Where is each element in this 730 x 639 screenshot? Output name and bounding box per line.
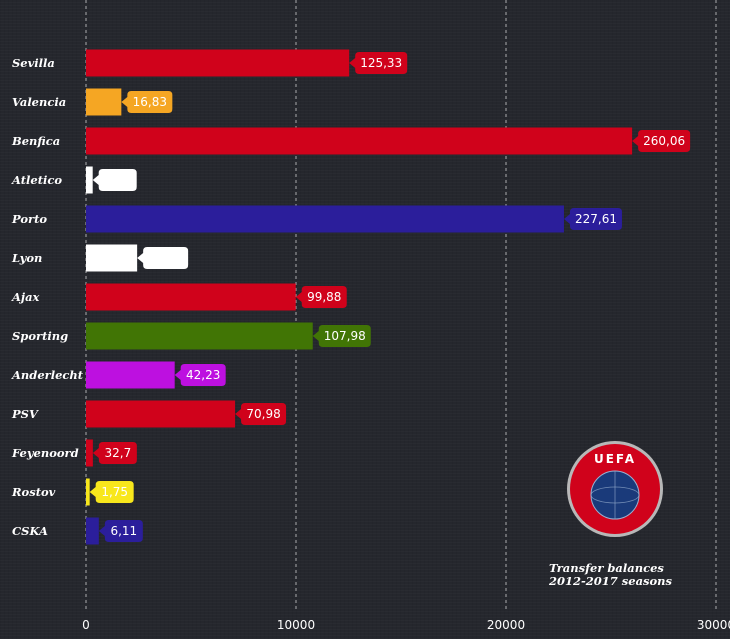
bar [86,127,633,155]
category-label: Anderlecht [11,368,84,382]
value-label: 16,83 [133,95,167,109]
value-label-box [98,520,143,542]
bar [86,244,138,272]
value-label: 107,98 [324,329,366,343]
value-label: 227,61 [575,212,617,226]
caption-line-1: Transfer balances [549,561,664,575]
category-label: Porto [11,212,47,226]
value-label: 32,7 [105,446,132,460]
category-label: Valencia [12,95,66,109]
value-label-box [312,325,371,347]
caption-line-2: 2012-2017 seasons [548,574,673,588]
value-label: 99,88 [307,290,341,304]
bar [86,166,93,194]
bar [86,205,564,233]
value-label-box [349,52,408,74]
bar [86,49,350,77]
bar [86,361,175,389]
value-label: 260,06 [643,134,685,148]
x-tick-label: 20000 [487,618,525,632]
category-label: CSKA [12,524,48,538]
value-label-box [295,286,347,308]
value-label-box [121,91,173,113]
value-label: 3,19 [104,173,131,187]
value-label-box [92,169,137,191]
category-label: Rostov [11,485,56,499]
value-label-box [563,208,622,230]
x-tick-label: 30000 [697,618,730,632]
value-label: 42,23 [186,368,220,382]
value-label-box [92,442,137,464]
bar [86,283,296,311]
value-label: 6,11 [110,524,137,538]
value-label-box [137,247,189,269]
value-label: 24,35 [148,251,182,265]
category-label: Ajax [11,290,40,304]
bar [86,88,122,116]
value-label-box [89,481,134,503]
value-label-box [632,130,691,152]
bar [86,478,90,506]
uefa-logo-text: UEFA [594,452,636,466]
value-label: 1,75 [101,485,128,499]
category-label: Sevilla [12,56,55,70]
value-label-box [174,364,226,386]
category-label: Lyon [11,251,42,265]
category-label: Sporting [12,329,68,343]
category-label: Benfica [11,134,60,148]
x-tick-label: 10000 [277,618,315,632]
value-label: 125,33 [360,56,402,70]
x-tick-label: 0 [82,618,90,632]
category-label: Atletico [11,173,62,187]
bar [86,400,236,428]
bar [86,322,313,350]
category-label: Feyenoord [11,446,79,460]
value-label: 70,98 [246,407,280,421]
value-label-box [235,403,287,425]
category-label: PSV [11,407,39,421]
bar [86,517,99,545]
bar [86,439,93,467]
